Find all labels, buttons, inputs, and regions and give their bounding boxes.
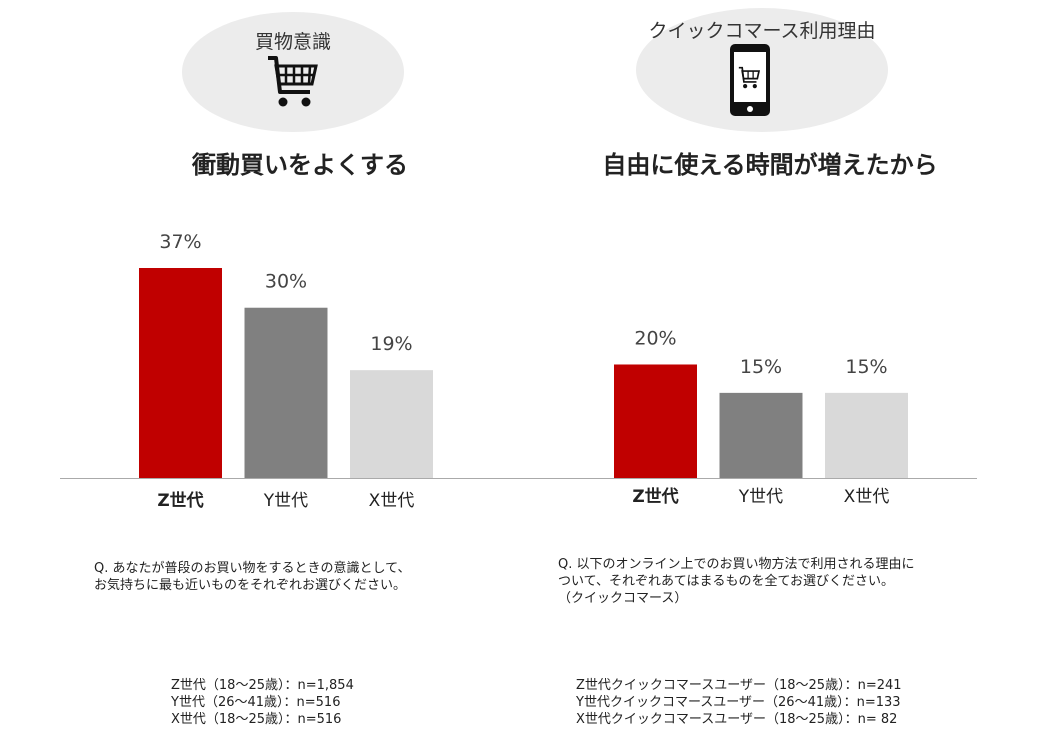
category-label-2: Y世代: [738, 487, 783, 507]
bar-3: [350, 370, 433, 478]
chart-baseline: [60, 478, 977, 479]
bar-2: [719, 392, 803, 478]
headline: 衝動買いをよくする: [192, 151, 408, 179]
icon-label: 買物意識: [254, 31, 331, 53]
category-label-1: Z世代: [157, 490, 203, 511]
sample-size: Z世代クイックコマースユーザー（18～25歳）：n=241 Y世代クイックコマー…: [576, 678, 902, 727]
bar-3: [825, 392, 908, 478]
value-label-1: 20%: [634, 327, 676, 349]
value-label-3: 15%: [845, 356, 887, 378]
headline: 自由に使える時間が増えたから: [602, 151, 938, 179]
shopping-cart-icon: [268, 56, 318, 107]
bar-1: [139, 268, 222, 478]
value-label-3: 19%: [370, 333, 412, 355]
category-label-3: X世代: [369, 491, 415, 511]
chart-quick-commerce-reason: 20% Z世代 15% Y世代 15% X世代: [614, 327, 908, 507]
value-label-1: 37%: [159, 231, 201, 253]
icon-label: クイックコマース利用理由: [648, 20, 876, 42]
bar-1: [614, 364, 697, 478]
category-label-3: X世代: [844, 487, 890, 507]
value-label-2: 15%: [740, 356, 782, 378]
sample-size: Z世代（18～25歳）：n=1,854 Y世代（26～41歳）：n=516 X世…: [171, 678, 354, 727]
category-label-1: Z世代: [632, 486, 678, 507]
bar-2: [244, 307, 328, 478]
panel-impulse-buying: 買物意識 衝動買いをよくする Q. あなたが普段のお買い物をするときの意識として…: [94, 12, 411, 727]
panel-quick-commerce: クイックコマース利用理由 自由に使える時間が増えたから Q. 以下のオンライン上…: [530, 0, 1060, 739]
question-text: Q. 以下のオンライン上でのお買い物方法で利用される理由に ついて、それぞれあて…: [558, 557, 915, 606]
chart-impulse-buying: 37% Z世代 30% Y世代 19% X世代: [139, 231, 433, 511]
category-label-2: Y世代: [263, 491, 308, 511]
smartphone-cart-icon: [730, 44, 770, 116]
question-text: Q. あなたが普段のお買い物をするときの意識として、 お気持ちに最も近いものをそ…: [94, 561, 411, 593]
value-label-2: 30%: [265, 271, 307, 293]
